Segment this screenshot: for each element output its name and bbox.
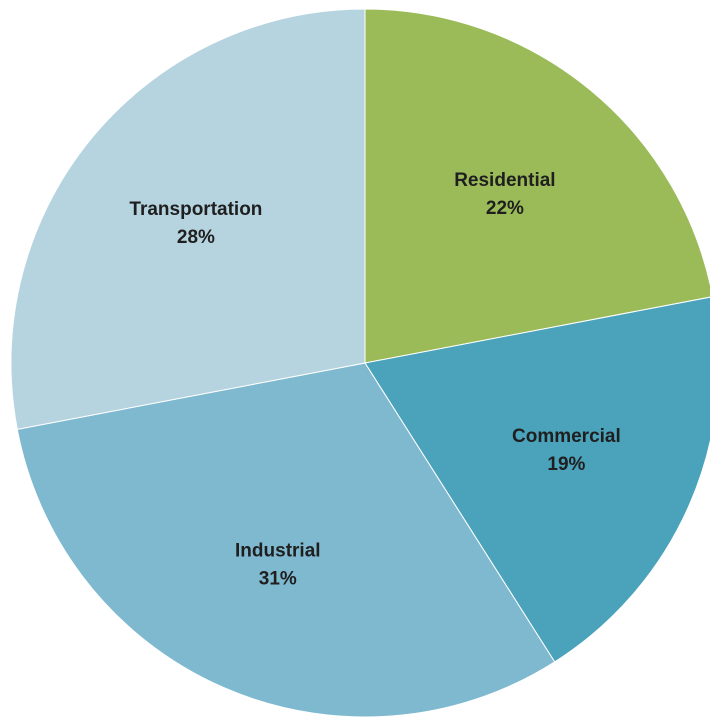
slice-category-label-transportation: Transportation: [129, 199, 262, 220]
pie-slice-residential: [364, 8, 710, 364]
slice-value-label-industrial: 31%: [259, 568, 297, 589]
pie-slice-commercial: [364, 296, 710, 663]
pie-slice-transportation: [10, 8, 366, 430]
slice-value-label-transportation: 28%: [177, 227, 215, 248]
slice-category-label-commercial: Commercial: [512, 426, 621, 447]
slice-value-label-residential: 22%: [486, 198, 524, 219]
pie-slices: [10, 8, 710, 717]
slice-category-label-residential: Residential: [454, 170, 555, 191]
pie-slice-industrial: [16, 362, 556, 717]
pie-labels: Residential 22% Commercial 19% Industrial 31%…: [129, 170, 620, 590]
slice-value-label-commercial: 19%: [547, 454, 585, 475]
slice-category-label-industrial: Industrial: [235, 540, 321, 561]
